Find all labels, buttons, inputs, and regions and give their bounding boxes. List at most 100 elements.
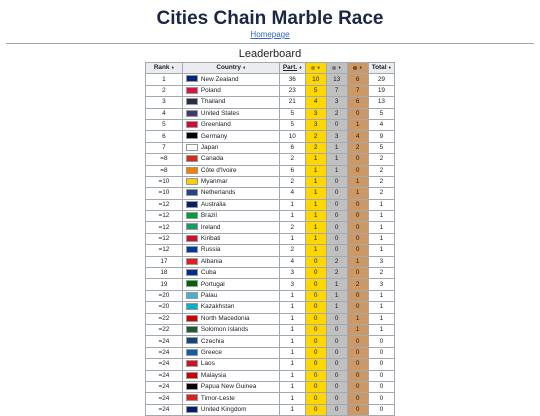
sort-icon[interactable]: ♦ <box>388 65 392 72</box>
rank-cell: =20 <box>144 289 183 303</box>
table-row: =24 Czechia 1 0 0 0 0 <box>144 335 396 348</box>
country-cell: Cuba <box>181 267 280 280</box>
country-name[interactable]: Portugal <box>200 280 225 288</box>
total-cell: 0 <box>367 346 396 360</box>
country-name[interactable]: United States <box>200 109 240 117</box>
country-name[interactable]: Germany <box>200 132 228 140</box>
participations-cell: 1 <box>278 323 306 337</box>
table-row: 5 Greenland 5 3 0 1 4 <box>144 118 396 132</box>
country-name[interactable]: New Zealand <box>200 75 239 83</box>
country-name[interactable]: Poland <box>200 86 221 94</box>
table-row: 6 Germany 10 2 3 4 9 <box>144 130 396 143</box>
total-cell: 4 <box>367 118 396 132</box>
rank-cell: 18 <box>144 267 183 280</box>
silver-cell: 1 <box>325 301 348 314</box>
sort-icon[interactable]: ♦ <box>171 65 175 72</box>
silver-cell: 3 <box>325 130 348 143</box>
country-name[interactable]: Côte d'Ivoire <box>200 166 237 174</box>
rank-cell: =10 <box>144 175 183 189</box>
participations-cell: 1 <box>278 403 306 416</box>
total-header[interactable]: Total ♦ <box>367 61 396 75</box>
sort-icon[interactable]: ♦ <box>338 65 341 72</box>
silver-header[interactable]: ♦ <box>325 61 348 75</box>
table-row: 1 New Zealand 36 10 13 6 29 <box>144 73 396 86</box>
country-name[interactable]: Malaysia <box>200 371 227 379</box>
country-name[interactable]: Kiribati <box>200 235 221 243</box>
country-name[interactable]: Laos <box>200 360 215 368</box>
homepage-link[interactable]: Homepage <box>250 30 290 39</box>
rank-header[interactable]: Rank ♦ <box>144 61 183 75</box>
country-name[interactable]: Albania <box>200 257 223 265</box>
table-row: =12 Ireland 2 1 0 0 1 <box>144 221 396 234</box>
gold-cell: 0 <box>304 335 327 348</box>
country-name[interactable]: Australia <box>200 200 226 208</box>
country-name[interactable]: Brazil <box>200 212 217 220</box>
country-name[interactable]: Thailand <box>200 98 226 106</box>
country-cell: Thailand <box>181 96 280 109</box>
country-name[interactable]: Greenland <box>200 121 231 129</box>
silver-cell: 0 <box>325 244 348 257</box>
flag-icon <box>185 212 198 220</box>
gold-header[interactable]: ♦ <box>304 61 327 75</box>
silver-cell: 7 <box>325 84 348 98</box>
bronze-cell: 1 <box>346 175 369 189</box>
country-name[interactable]: Czechia <box>200 337 225 345</box>
flag-icon <box>185 86 198 94</box>
rank-cell: 6 <box>144 130 183 143</box>
sort-icon[interactable]: ♦ <box>242 65 246 72</box>
silver-cell: 0 <box>325 198 348 212</box>
participations-cell: 6 <box>278 164 306 177</box>
total-cell: 1 <box>367 210 396 223</box>
participations-cell: 36 <box>278 73 306 86</box>
total-cell: 0 <box>367 335 396 348</box>
table-row: =8 Canada 2 1 1 0 2 <box>144 153 396 166</box>
country-name[interactable]: Solomon Islands <box>200 326 249 334</box>
sort-icon[interactable]: ♦ <box>359 65 362 72</box>
rank-cell: =24 <box>144 335 183 348</box>
country-name[interactable]: Timor-Leste <box>200 394 235 402</box>
total-cell: 2 <box>367 267 396 280</box>
flag-icon <box>185 143 198 151</box>
country-cell: Malaysia <box>181 369 280 382</box>
country-cell: Kiribati <box>181 232 280 246</box>
country-name[interactable]: Russia <box>200 246 221 254</box>
silver-cell: 1 <box>325 164 348 177</box>
gold-cell: 5 <box>304 84 327 98</box>
sort-icon[interactable]: ♦ <box>317 65 320 72</box>
country-name[interactable]: North Macedonia <box>200 314 250 322</box>
country-name[interactable]: Kazakhstan <box>200 303 235 311</box>
country-name[interactable]: United Kingdom <box>200 405 247 413</box>
country-name[interactable]: Cuba <box>200 269 217 277</box>
gold-cell: 10 <box>304 73 327 86</box>
gold-cell: 0 <box>304 323 327 337</box>
country-header[interactable]: Country ♦ <box>181 61 280 75</box>
country-cell: Albania <box>181 255 280 269</box>
total-cell: 0 <box>367 403 396 416</box>
rank-cell: =8 <box>144 164 183 177</box>
country-name[interactable]: Myanmar <box>200 178 228 186</box>
page-title: Cities Chain Marble Race <box>156 8 384 29</box>
participations-cell: 1 <box>278 312 306 326</box>
country-name[interactable]: Ireland <box>200 223 221 231</box>
participations-cell: 1 <box>278 210 306 223</box>
country-name[interactable]: Canada <box>200 155 224 163</box>
bronze-header[interactable]: ♦ <box>346 61 369 75</box>
total-cell: 0 <box>367 380 396 394</box>
country-name[interactable]: Papua New Guinea <box>200 383 257 391</box>
flag-icon <box>185 189 198 197</box>
table-row: =24 Papua New Guinea 1 0 0 0 0 <box>144 380 396 394</box>
gold-cell: 0 <box>304 301 327 314</box>
silver-cell: 0 <box>325 392 348 405</box>
country-name[interactable]: Palau <box>200 292 218 299</box>
flag-icon <box>185 257 198 265</box>
country-name[interactable]: Greece <box>200 348 222 356</box>
total-cell: 1 <box>367 289 396 303</box>
country-name[interactable]: Netherlands <box>200 189 236 197</box>
participations-header[interactable]: Part. ♦ <box>278 61 306 75</box>
silver-cell: 1 <box>325 153 348 166</box>
participations-cell: 3 <box>278 278 306 291</box>
sort-icon[interactable]: ♦ <box>299 65 302 72</box>
country-name[interactable]: Japan <box>200 143 219 151</box>
table-row: =24 United Kingdom 1 0 0 0 0 <box>144 403 396 416</box>
table-row: =10 Myanmar 2 1 0 1 2 <box>144 175 396 189</box>
